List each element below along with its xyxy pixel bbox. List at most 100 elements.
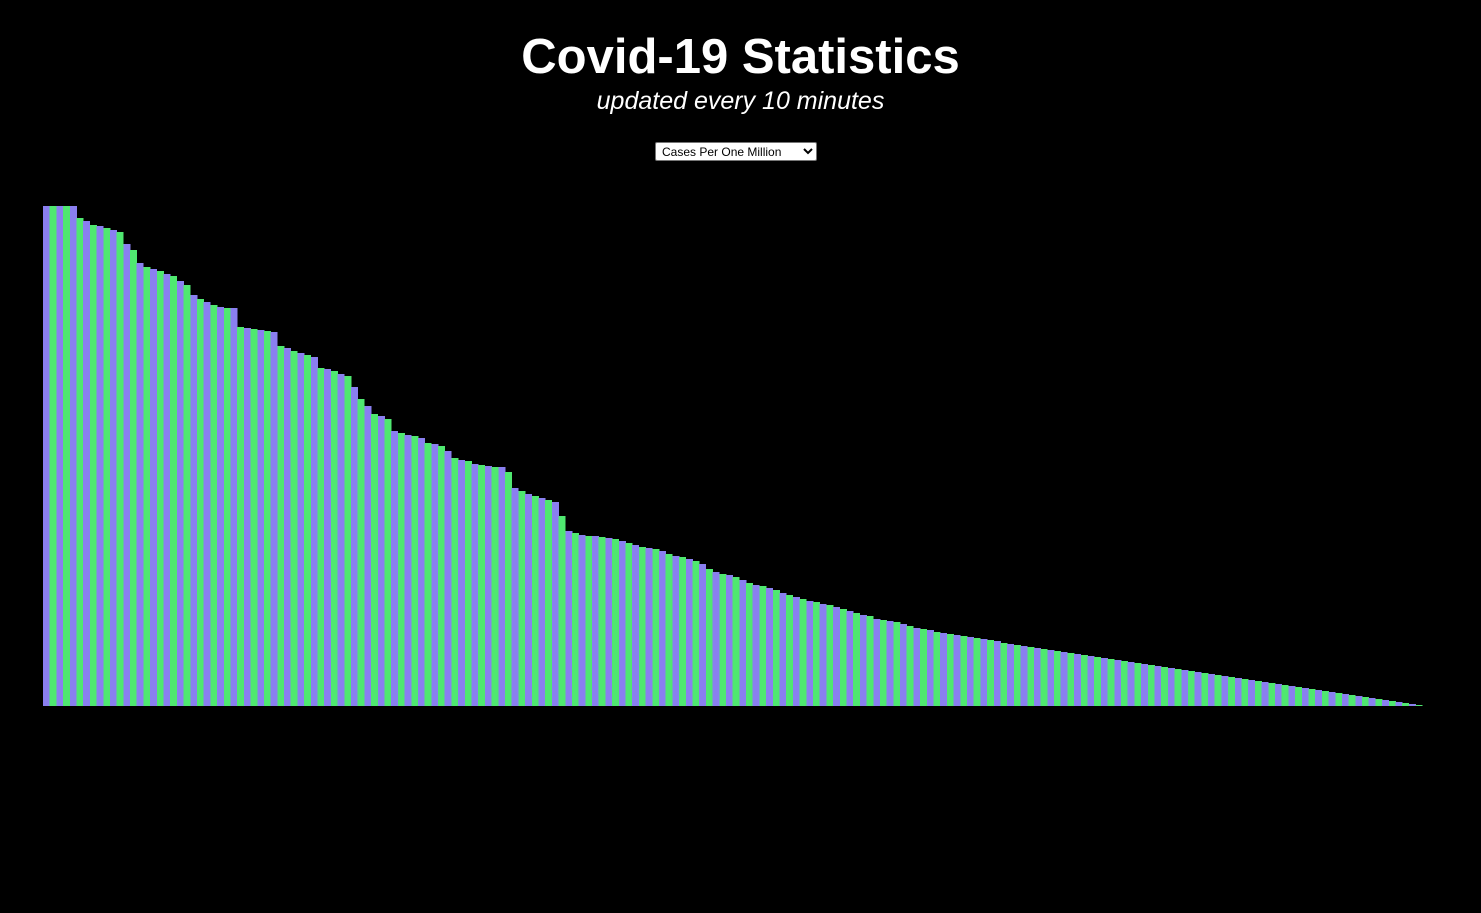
chart-bar[interactable] [1187,671,1195,706]
chart-bar[interactable] [772,590,780,706]
chart-bar[interactable] [1060,652,1068,706]
chart-bar[interactable] [926,630,934,706]
chart-bar[interactable] [692,561,700,706]
chart-bar[interactable] [538,498,546,706]
chart-bar[interactable] [960,636,968,706]
chart-bar[interactable] [712,572,720,706]
chart-bar[interactable] [893,622,901,706]
chart-bar[interactable] [156,271,164,706]
chart-bar[interactable] [505,472,512,706]
chart-bar[interactable] [1033,648,1041,706]
chart-bar[interactable] [1147,665,1155,706]
chart-bar[interactable] [1295,687,1303,706]
chart-bar[interactable] [83,221,91,706]
chart-bar[interactable] [551,502,559,706]
chart-bar[interactable] [1000,643,1008,706]
chart-bar[interactable] [1201,673,1209,706]
chart-bar[interactable] [464,461,472,706]
chart-bar[interactable] [525,494,533,706]
chart-bar[interactable] [297,353,305,706]
chart-bar[interactable] [1007,644,1015,706]
chart-bar[interactable] [116,232,124,706]
chart-bar[interactable] [197,299,204,706]
chart-bar[interactable] [310,357,318,706]
chart-bar[interactable] [1228,677,1236,706]
chart-bar[interactable] [183,285,191,706]
chart-bar[interactable] [705,569,713,706]
chart-bar[interactable] [652,549,660,706]
chart-bar[interactable] [130,250,138,706]
chart-bar[interactable] [1067,653,1075,706]
chart-bar[interactable] [223,308,231,706]
chart-bar[interactable] [357,399,365,706]
chart-bar[interactable] [391,431,399,706]
chart-bar[interactable] [685,559,693,706]
chart-bar[interactable] [1241,679,1249,706]
chart-bar[interactable] [618,541,626,706]
chart-bar[interactable] [1402,703,1410,706]
chart-bar[interactable] [176,281,184,706]
chart-bar[interactable] [337,374,345,706]
chart-bar[interactable] [277,346,285,706]
chart-bar[interactable] [1315,690,1323,706]
chart-bar[interactable] [1167,668,1175,706]
chart-bar[interactable] [518,491,526,706]
chart-bar[interactable] [1355,696,1363,706]
chart-bar[interactable] [1121,661,1128,706]
chart-bar[interactable] [237,327,245,706]
chart-bar[interactable] [1214,675,1222,706]
chart-bar[interactable] [1100,658,1108,706]
chart-bar[interactable] [284,348,292,706]
chart-bar[interactable] [1395,702,1403,706]
chart-bar[interactable] [511,488,519,706]
chart-bar[interactable] [404,435,412,706]
chart-bar[interactable] [190,295,198,706]
chart-bar[interactable] [739,580,747,706]
chart-bar[interactable] [89,225,97,706]
chart-bar[interactable] [63,206,71,706]
chart-bar[interactable] [719,574,727,706]
chart-bar[interactable] [886,621,894,706]
chart-bar[interactable] [290,351,298,706]
chart-bar[interactable] [103,228,111,706]
chart-bar[interactable] [304,355,312,706]
chart-bar[interactable] [471,464,479,706]
chart-bar[interactable] [150,269,158,706]
chart-bar[interactable] [598,537,606,706]
chart-bar[interactable] [672,556,680,706]
chart-bar[interactable] [163,274,171,706]
chart-bar[interactable] [565,531,573,706]
chart-bar[interactable] [417,438,425,706]
chart-bar[interactable] [558,516,566,706]
chart-bar[interactable] [786,595,794,706]
chart-bar[interactable] [813,602,820,706]
chart-bar[interactable] [1047,650,1055,706]
chart-bar[interactable] [1054,651,1062,706]
chart-bar[interactable] [679,557,687,706]
chart-bar[interactable] [853,613,861,706]
chart-bar[interactable] [873,619,881,706]
chart-bar[interactable] [866,616,874,706]
chart-bar[interactable] [257,330,265,706]
chart-bar[interactable] [478,465,486,706]
chart-bar[interactable] [585,536,593,706]
chart-bar[interactable] [438,446,446,706]
chart-bar[interactable] [1208,674,1216,706]
chart-bar[interactable] [993,641,1001,706]
chart-bar[interactable] [699,564,707,706]
chart-bar[interactable] [263,331,271,706]
chart-bar[interactable] [1154,666,1162,706]
chart-bar[interactable] [431,444,439,706]
chart-bar[interactable] [49,206,57,706]
chart-bar[interactable] [605,538,613,706]
chart-bar[interactable] [484,466,492,706]
chart-bar[interactable] [1141,664,1149,706]
chart-bar[interactable] [498,467,506,706]
chart-bar[interactable] [1027,647,1035,706]
chart-bar[interactable] [625,543,633,706]
chart-bar[interactable] [1248,680,1256,706]
chart-bar[interactable] [1308,689,1316,706]
chart-bar[interactable] [592,536,600,706]
chart-bar[interactable] [967,637,974,706]
chart-bar[interactable] [203,302,211,706]
